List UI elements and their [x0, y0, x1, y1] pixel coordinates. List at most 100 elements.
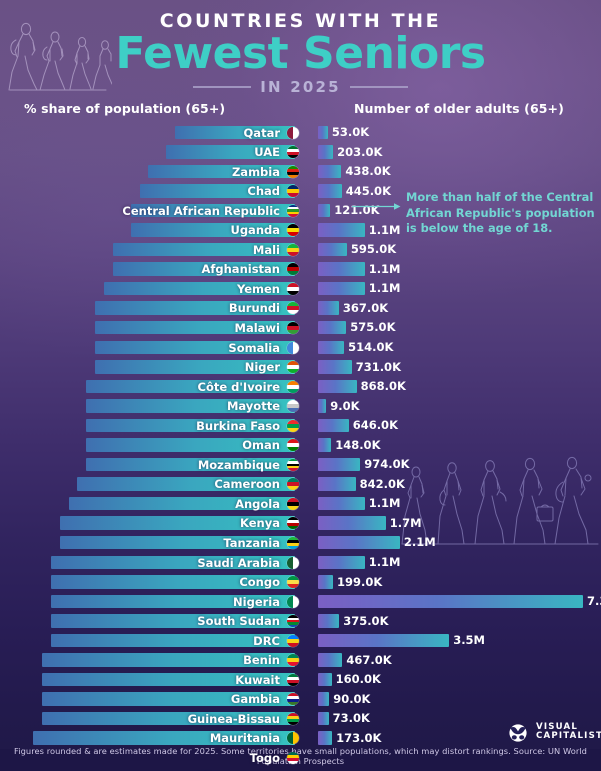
percent-bar: [86, 457, 295, 472]
count-bar: [318, 320, 347, 335]
count-bar: [318, 125, 328, 139]
count-bar: [318, 711, 329, 726]
count-bar: [318, 340, 345, 355]
header-kicker: COUNTRIES WITH THE: [159, 10, 442, 32]
country-flag-icon: [287, 321, 299, 334]
count-label: 367.0K: [342, 300, 389, 315]
percent-bar: [50, 633, 295, 648]
count-bar: [318, 535, 400, 550]
country-label: Burkina Faso: [196, 418, 280, 433]
country-flag-icon: [287, 556, 299, 569]
country-label: Uganda: [230, 223, 280, 238]
count-label: 974.0K: [364, 457, 410, 472]
count-label: 842.0K: [359, 476, 405, 491]
count-bar: [318, 633, 450, 648]
count-label: 575.0K: [350, 320, 396, 335]
count-bar: [318, 301, 339, 315]
percent-bar: [50, 575, 295, 589]
count-bar: [318, 438, 332, 452]
count-label: 1.1M: [368, 222, 401, 237]
country-label: Oman: [242, 438, 280, 453]
count-bar: [318, 164, 342, 179]
country-label: Burundi: [228, 301, 280, 316]
country-flag-icon: [287, 361, 299, 374]
count-bar: [318, 516, 386, 530]
percent-bar: [59, 535, 295, 550]
country-flag-icon: [287, 732, 299, 745]
count-bar: [318, 223, 365, 237]
count-bar: [318, 575, 333, 589]
count-bar: [318, 692, 330, 706]
count-label: 203.0K: [337, 144, 383, 159]
country-label: Niger: [244, 360, 280, 375]
count-bar: [318, 184, 342, 198]
percent-bar: [104, 281, 295, 296]
rule-right: [349, 86, 408, 88]
count-bar: [318, 614, 340, 628]
count-bar: [318, 145, 334, 159]
percent-bar: [86, 379, 295, 394]
percent-bar: [86, 438, 295, 452]
percent-bar: [139, 184, 295, 198]
country-label: Chad: [247, 184, 280, 199]
visual-capitalist-logo[interactable]: VISUAL CAPITALIST: [505, 722, 601, 742]
percent-bar: [41, 711, 295, 726]
country-label: UAE: [254, 145, 280, 160]
country-label: Mayotte: [226, 399, 280, 414]
country-label: Gambia: [230, 692, 280, 707]
country-flag-icon: [287, 302, 299, 315]
percent-bar: [77, 477, 295, 491]
country-flag-icon: [287, 712, 299, 725]
count-bar: [318, 594, 583, 609]
country-flag-icon: [287, 380, 299, 393]
country-label: Nigeria: [233, 594, 280, 609]
country-label: Benin: [243, 653, 280, 668]
country-label: Saudi Arabia: [197, 555, 280, 570]
country-label: Mozambique: [197, 457, 280, 472]
country-flag-icon: [287, 146, 299, 159]
count-label: 199.0K: [337, 574, 383, 589]
country-label: Tanzania: [223, 535, 280, 550]
count-bar: [318, 262, 365, 276]
percent-bar: [50, 594, 295, 609]
country-flag-icon: [287, 536, 299, 549]
country-label: Angola: [235, 496, 280, 511]
percent-bar: [166, 145, 295, 159]
percent-bar: [59, 516, 295, 530]
country-label: Guinea-Bissau: [187, 711, 280, 726]
country-label: DRC: [253, 633, 280, 648]
count-label: 90.0K: [333, 691, 371, 706]
count-label: 53.0K: [331, 125, 370, 139]
count-label: 7.3M: [587, 594, 601, 609]
count-bar: [318, 399, 327, 413]
country-label: Mali: [252, 242, 280, 257]
count-bar: [318, 360, 352, 374]
country-label: Congo: [239, 575, 280, 590]
country-flag-icon: [287, 204, 299, 217]
count-label: 445.0K: [345, 183, 391, 198]
percent-bar: [112, 242, 295, 257]
country-flag-icon: [287, 224, 299, 237]
country-flag-icon: [287, 497, 299, 510]
